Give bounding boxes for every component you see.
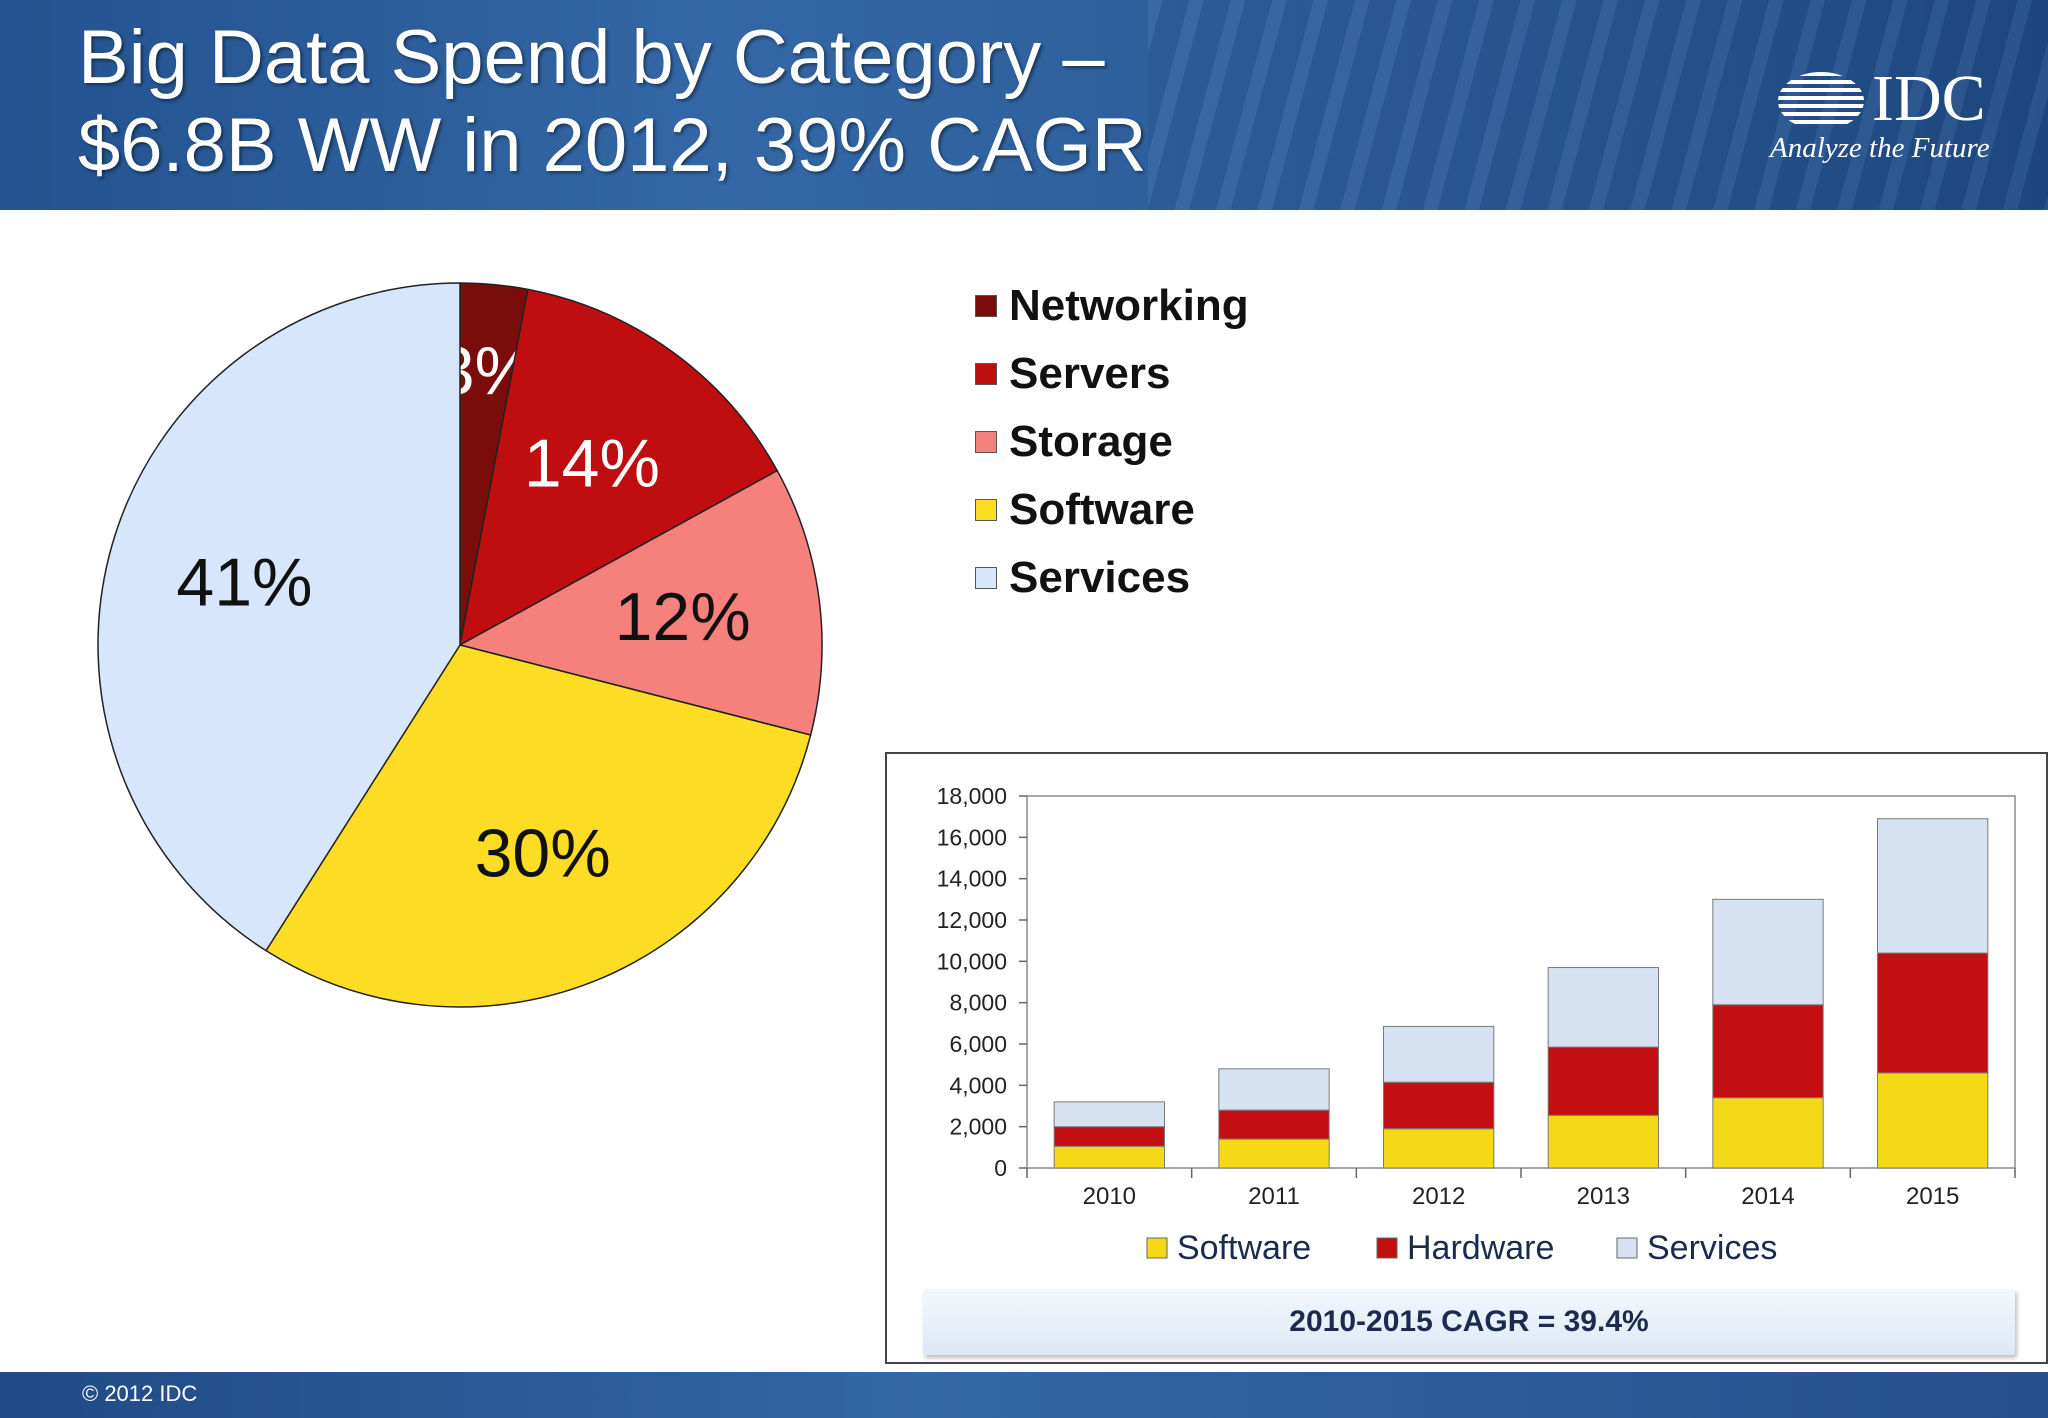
legend-item-servers: Servers (975, 340, 1249, 408)
bar-legend-swatch-hardware (1376, 1237, 1398, 1259)
pie-slice-servers (458, 288, 779, 647)
legend-swatch (975, 295, 997, 317)
bar-services-2011 (1218, 1068, 1330, 1111)
legend-item-software: Software (975, 476, 1249, 544)
pie-slice-storage (457, 469, 823, 736)
legend-label: Networking (1009, 281, 1249, 330)
header-texture (1148, 0, 2048, 210)
legend-swatch (975, 431, 997, 453)
cagr-annotation-box: 2010-2015 CAGR = 39.4% (923, 1289, 2015, 1355)
y-tick-label: 4,000 (949, 1072, 1007, 1098)
bar-legend-label-software: Software (1177, 1229, 1311, 1267)
legend-label: Storage (1009, 417, 1173, 466)
legend-item-networking: Networking (975, 272, 1249, 340)
legend-label: Servers (1009, 349, 1171, 398)
idc-logo: IDC Analyze the Future (1768, 64, 2008, 174)
bar-hardware-2010 (1053, 1126, 1165, 1147)
bar-hardware-2013 (1547, 1046, 1659, 1116)
pie-label-services: 41% (176, 544, 312, 620)
x-tick-label-2011: 2011 (1248, 1183, 1300, 1210)
bar-hardware-2012 (1383, 1081, 1495, 1130)
y-tick-label: 14,000 (937, 866, 1007, 892)
bar-services-2013 (1547, 967, 1659, 1048)
bar-legend-swatch-services (1616, 1237, 1638, 1259)
logo-wordmark: IDC (1872, 62, 1986, 135)
x-tick-label-2012: 2012 (1412, 1183, 1465, 1210)
legend-swatch (975, 363, 997, 385)
y-tick-label: 18,000 (937, 783, 1007, 809)
pie-chart: 3%14%12%30%41% (97, 282, 823, 1008)
slide-title: Big Data Spend by Category – $6.8B WW in… (78, 14, 1147, 190)
y-tick-label: 0 (994, 1155, 1007, 1181)
pie-label-software: 30% (475, 816, 611, 892)
legend-item-storage: Storage (975, 408, 1249, 476)
y-tick-label: 16,000 (937, 824, 1007, 850)
bar-software-2012 (1383, 1128, 1495, 1169)
bar-chart-panel: 0 2,000 4,000 6,000 8,000 10,000 12,000 14,000 1… (885, 752, 2048, 1364)
plot-area (1026, 795, 2016, 1169)
legend-label: Services (1009, 553, 1191, 602)
y-tick-label: 10,000 (937, 948, 1007, 974)
pie-legend: Networking Servers Storage Software Services (975, 272, 1249, 612)
bar-software-2013 (1547, 1114, 1659, 1169)
stacked-bar-chart: 0 2,000 4,000 6,000 8,000 10,000 12,000 14,000 1… (937, 783, 2016, 1267)
bar-legend-label-hardware: Hardware (1407, 1229, 1554, 1267)
globe-icon (1778, 72, 1864, 124)
legend-swatch (975, 499, 997, 521)
legend-label: Software (1009, 485, 1195, 534)
bar-hardware-2015 (1877, 952, 1989, 1074)
bar-services-2015 (1877, 818, 1989, 954)
x-tick-label-2013: 2013 (1577, 1183, 1630, 1210)
bar-hardware-2011 (1218, 1109, 1330, 1140)
title-line-2: $6.8B WW in 2012, 39% CAGR (78, 103, 1147, 188)
title-line-1: Big Data Spend by Category – (78, 15, 1105, 100)
pie-label-servers: 14% (524, 425, 660, 501)
pie-slice-services (97, 282, 461, 952)
bar-services-2014 (1712, 898, 1824, 1006)
slide-header: Big Data Spend by Category – $6.8B WW in… (0, 0, 2048, 210)
bar-legend-swatch-software (1146, 1237, 1168, 1259)
bar-software-2011 (1218, 1138, 1330, 1169)
bar-software-2010 (1053, 1145, 1165, 1169)
pie-label-storage: 12% (615, 579, 751, 655)
x-tick-label-2014: 2014 (1741, 1183, 1794, 1210)
y-tick-label: 8,000 (949, 990, 1007, 1016)
y-tick-label: 12,000 (937, 907, 1007, 933)
y-tick-label: 2,000 (949, 1114, 1007, 1140)
bar-services-2012 (1383, 1025, 1495, 1083)
legend-swatch (975, 567, 997, 589)
logo-tagline: Analyze the Future (1770, 132, 1990, 164)
legend-item-services: Services (975, 544, 1249, 612)
copyright-text: © 2012 IDC (82, 1381, 198, 1406)
bar-services-2010 (1053, 1101, 1165, 1128)
bar-legend-label-services: Services (1647, 1229, 1777, 1267)
x-tick-label-2010: 2010 (1083, 1183, 1136, 1210)
slide-footer: © 2012 IDC (0, 1372, 2048, 1418)
bar-hardware-2014 (1712, 1004, 1824, 1099)
bar-software-2014 (1712, 1097, 1824, 1169)
cagr-annotation: 2010-2015 CAGR = 39.4% (1289, 1305, 1649, 1338)
bar-software-2015 (1877, 1072, 1989, 1169)
y-tick-label: 6,000 (949, 1031, 1007, 1057)
pie-slice-software (264, 644, 812, 1008)
x-tick-label-2015: 2015 (1906, 1183, 1959, 1210)
